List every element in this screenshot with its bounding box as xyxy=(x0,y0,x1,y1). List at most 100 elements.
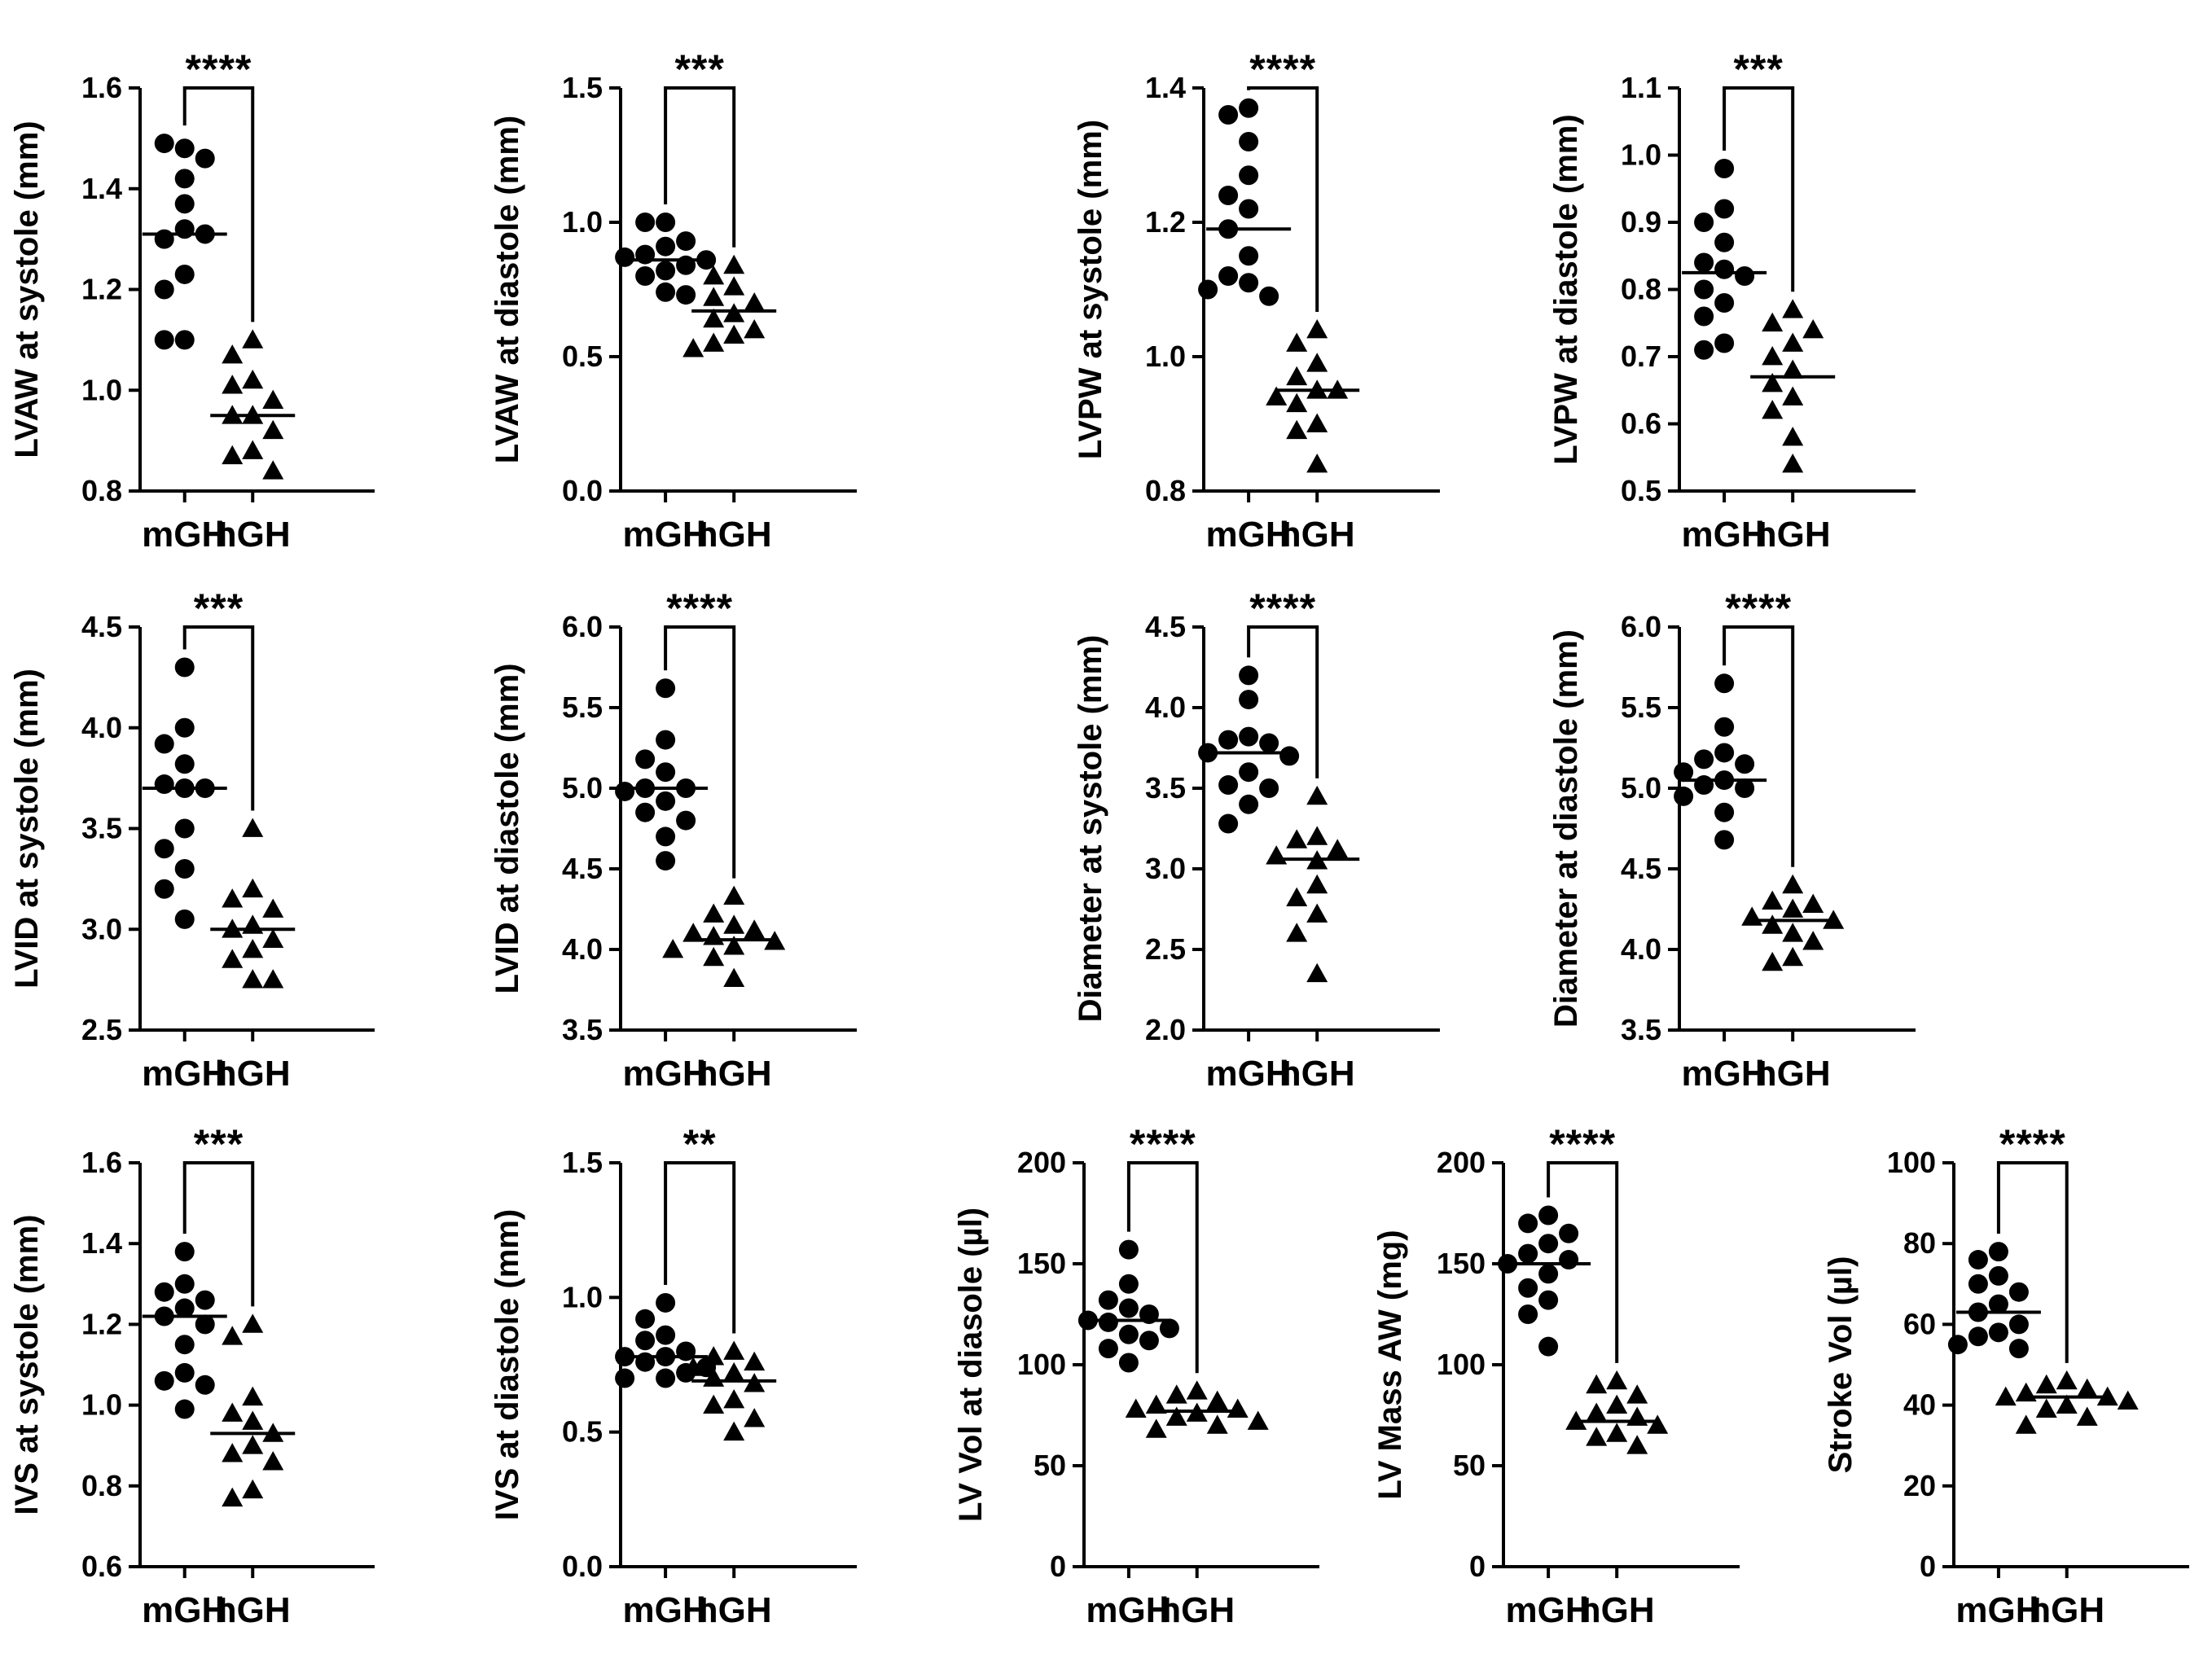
data-point-hGH xyxy=(723,324,745,344)
significance-label: **** xyxy=(1549,1121,1616,1167)
data-point-hGH xyxy=(1782,454,1804,473)
data-point-mGH xyxy=(154,774,174,795)
significance-label: *** xyxy=(674,46,724,92)
data-point-mGH xyxy=(615,247,635,267)
data-point-mGH xyxy=(1694,775,1714,796)
y-tick-label: 0.0 xyxy=(562,474,603,507)
y-tick-label: 4.0 xyxy=(81,711,122,744)
data-point-hGH xyxy=(242,939,264,958)
y-tick-label: 1.5 xyxy=(562,71,603,104)
data-point-mGH xyxy=(1239,690,1259,710)
data-point-mGH xyxy=(174,330,195,350)
data-point-hGH xyxy=(1206,1390,1228,1410)
y-tick-label: 1.0 xyxy=(1145,340,1186,373)
y-axis-title: Diameter at diastole (mm) xyxy=(1548,629,1584,1028)
y-tick-label: 60 xyxy=(1903,1307,1936,1340)
data-point-mGH xyxy=(154,134,174,154)
data-point-hGH xyxy=(1145,1418,1167,1438)
significance-label: ** xyxy=(683,1121,717,1167)
data-point-mGH xyxy=(1518,1304,1538,1324)
data-point-mGH xyxy=(1694,340,1714,360)
x-tick-label: mGH xyxy=(623,1590,709,1630)
y-tick-label: 20 xyxy=(1903,1469,1936,1502)
y-tick-label: 1.4 xyxy=(81,1226,122,1260)
data-point-hGH xyxy=(1762,400,1784,419)
data-point-mGH xyxy=(1674,762,1694,783)
x-tick-label: mGH xyxy=(142,1054,227,1094)
data-point-mGH xyxy=(1988,1294,2008,1314)
significance-label: **** xyxy=(186,46,252,92)
data-point-hGH xyxy=(262,1451,284,1471)
y-tick-label: 0 xyxy=(1050,1550,1066,1583)
y-tick-label: 0.0 xyxy=(562,1550,603,1583)
significance-label: *** xyxy=(194,1121,244,1167)
data-point-hGH xyxy=(1762,914,1784,934)
data-point-mGH xyxy=(1968,1326,1988,1347)
x-tick-label: hGH xyxy=(1579,1590,1655,1630)
y-tick-label: 3.0 xyxy=(81,912,122,945)
data-point-mGH xyxy=(1694,306,1714,327)
x-tick-label: mGH xyxy=(142,515,227,555)
data-point-hGH xyxy=(1306,826,1328,845)
data-point-hGH xyxy=(1762,890,1784,910)
significance-bracket xyxy=(1126,1161,1199,1374)
y-tick-label: 3.5 xyxy=(1145,771,1186,805)
y-tick-label: 100 xyxy=(1887,1146,1936,1179)
y-tick-label: 150 xyxy=(1017,1247,1066,1280)
data-point-mGH xyxy=(1218,730,1239,750)
data-point-hGH xyxy=(1286,332,1308,352)
data-point-hGH xyxy=(1762,346,1784,366)
x-tick-label: mGH xyxy=(623,1054,709,1094)
data-point-hGH xyxy=(222,888,244,908)
data-point-hGH xyxy=(1606,1370,1628,1390)
y-tick-label: 1.5 xyxy=(562,1146,603,1179)
data-point-hGH xyxy=(1186,1380,1208,1400)
y-axis-title: LV Mass AW (mg) xyxy=(1372,1230,1408,1499)
data-point-hGH xyxy=(1327,839,1349,858)
y-tick-label: 4.5 xyxy=(81,610,122,643)
data-point-hGH xyxy=(744,292,766,312)
data-point-hGH xyxy=(703,287,725,306)
data-point-mGH xyxy=(1988,1265,2008,1286)
data-point-hGH xyxy=(242,440,264,459)
y-axis-title: Diameter at systole (mm) xyxy=(1073,635,1108,1023)
y-tick-label: 1.2 xyxy=(81,1307,122,1340)
data-point-mGH xyxy=(154,229,174,249)
y-tick-label: 1.4 xyxy=(1145,71,1186,104)
data-point-hGH xyxy=(1626,1384,1648,1404)
y-tick-label: 200 xyxy=(1017,1146,1066,1179)
data-point-mGH xyxy=(154,279,174,300)
data-point-mGH xyxy=(656,762,676,783)
data-point-hGH xyxy=(744,919,766,939)
x-tick-label: mGH xyxy=(1955,1590,2041,1630)
data-point-hGH xyxy=(1286,829,1308,848)
data-point-hGH xyxy=(1802,931,1824,950)
data-point-mGH xyxy=(154,734,174,754)
y-tick-label: 0.5 xyxy=(1621,474,1661,507)
data-point-hGH xyxy=(242,878,264,898)
data-point-hGH xyxy=(1165,1406,1187,1426)
significance-label: **** xyxy=(1999,1121,2066,1167)
data-point-hGH xyxy=(723,1421,745,1441)
data-point-mGH xyxy=(154,1370,174,1391)
data-point-hGH xyxy=(1306,319,1328,339)
significance-label: *** xyxy=(1733,46,1783,92)
data-point-hGH xyxy=(1647,1414,1669,1434)
data-point-hGH xyxy=(1286,887,1308,907)
data-point-mGH xyxy=(1988,1322,2008,1343)
data-point-mGH xyxy=(676,231,696,252)
y-tick-label: 40 xyxy=(1903,1388,1936,1422)
x-tick-label: mGH xyxy=(1086,1590,1171,1630)
data-point-mGH xyxy=(676,285,696,305)
data-point-hGH xyxy=(1125,1398,1147,1418)
data-point-hGH xyxy=(1762,373,1784,392)
data-point-hGH xyxy=(1306,962,1328,983)
y-tick-label: 1.1 xyxy=(1621,71,1661,104)
data-point-mGH xyxy=(656,1368,676,1388)
data-point-hGH xyxy=(2056,1370,2078,1390)
y-tick-label: 0.5 xyxy=(562,1415,603,1449)
